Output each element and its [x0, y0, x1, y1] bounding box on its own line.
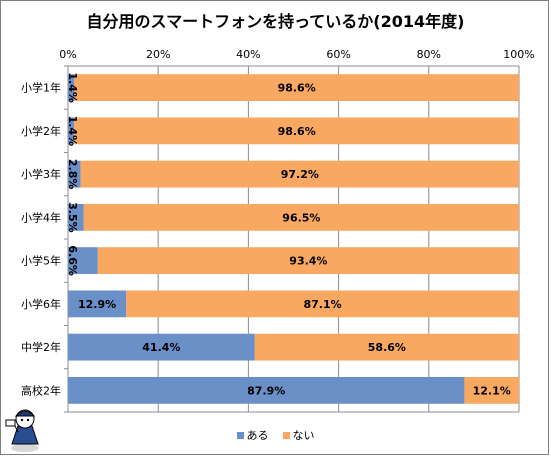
- legend-item: ない: [282, 427, 315, 443]
- data-label: 2.8%: [66, 159, 79, 190]
- legend-swatch: [282, 431, 290, 439]
- category-label: 小学2年: [21, 124, 61, 138]
- data-label: 98.6%: [278, 82, 316, 95]
- mascot-icon: [5, 409, 39, 452]
- category-label: 小学6年: [21, 297, 61, 311]
- legend-label: ある: [246, 429, 269, 442]
- legend-label: ない: [292, 429, 315, 442]
- bar-no: [97, 247, 520, 275]
- chart-title: 自分用のスマートフォンを持っているか(2014年度): [86, 12, 465, 31]
- category-label: 中学2年: [21, 340, 61, 354]
- bar-no: [80, 160, 520, 188]
- category-label: 高校2年: [21, 383, 61, 397]
- bar-yes: [68, 117, 75, 145]
- data-label: 41.4%: [142, 341, 180, 354]
- legend-swatch: [236, 431, 244, 439]
- x-tick-label: 40%: [236, 48, 260, 61]
- bar-no: [83, 203, 519, 231]
- bar-no: [126, 290, 519, 318]
- data-label: 87.9%: [247, 384, 285, 397]
- category-label: 小学1年: [21, 81, 61, 95]
- data-label: 98.6%: [278, 125, 316, 138]
- bar-yes: [68, 376, 465, 404]
- data-label: 6.6%: [66, 245, 79, 276]
- data-label: 93.4%: [289, 255, 327, 268]
- data-label: 58.6%: [368, 341, 406, 354]
- data-label: 12.9%: [78, 298, 116, 311]
- bar-yes: [68, 290, 127, 318]
- data-label: 12.1%: [473, 384, 511, 397]
- data-label: 3.5%: [66, 202, 79, 233]
- x-tick-label: 80%: [417, 48, 441, 61]
- bar-yes: [68, 74, 75, 102]
- bar-no: [254, 333, 520, 361]
- data-label: 87.1%: [304, 298, 342, 311]
- bar-yes: [68, 333, 255, 361]
- bar-yes: [68, 247, 98, 275]
- category-label: 小学5年: [21, 254, 61, 268]
- bar-no: [74, 74, 520, 102]
- x-tick-label: 100%: [503, 48, 534, 61]
- x-tick-label: 0%: [59, 48, 76, 61]
- data-label: 97.2%: [281, 168, 319, 181]
- bar-yes: [68, 160, 81, 188]
- category-label: 小学4年: [21, 210, 61, 224]
- data-label: 1.4%: [66, 72, 79, 103]
- x-tick-label: 20%: [146, 48, 170, 61]
- chart-legend: ある ない: [0, 427, 551, 443]
- x-tick-label: 60%: [326, 48, 350, 61]
- bar-no: [464, 376, 519, 404]
- data-label: 1.4%: [66, 116, 79, 147]
- bar-yes: [68, 203, 84, 231]
- legend-item: ある: [236, 427, 269, 443]
- bar-no: [74, 117, 520, 145]
- category-label: 小学3年: [21, 167, 61, 181]
- data-label: 96.5%: [282, 211, 320, 224]
